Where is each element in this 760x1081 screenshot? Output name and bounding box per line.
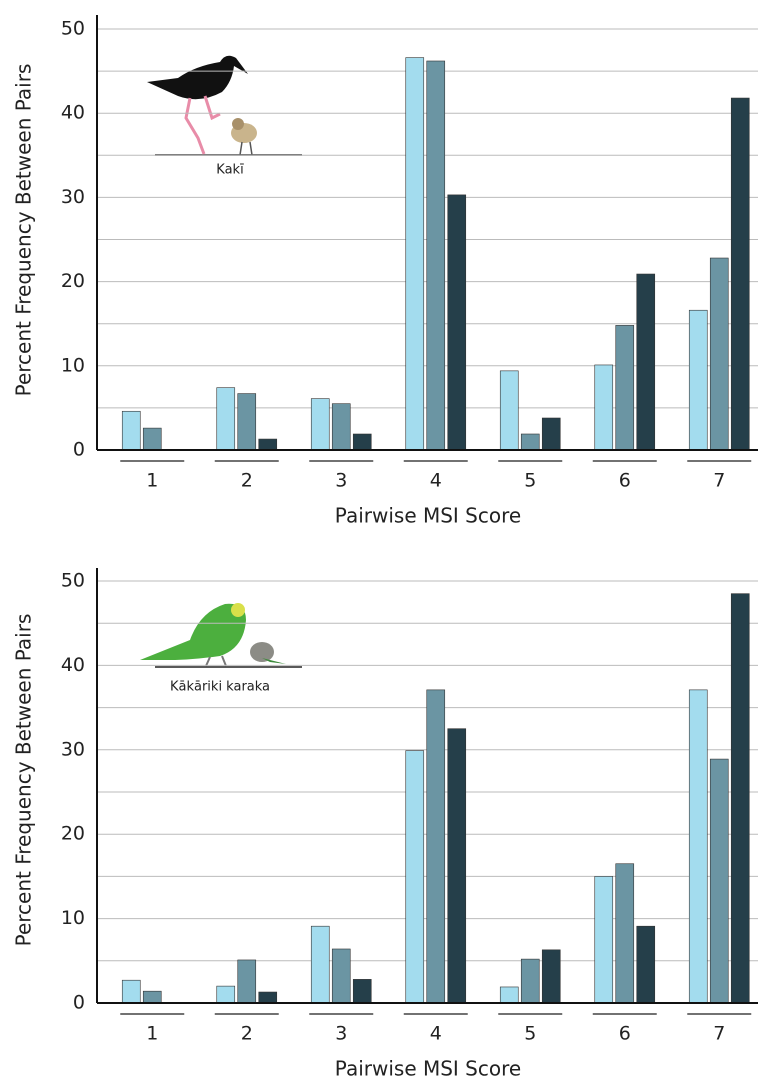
x-tick-label: 4 <box>430 470 442 492</box>
y-tick-label: 40 <box>61 654 85 676</box>
bar <box>310 925 330 1004</box>
x-tick-label: 1 <box>146 1023 158 1045</box>
y-tick-label: 0 <box>73 992 85 1014</box>
y-tick-label: 10 <box>61 354 85 376</box>
x-tick-label: 3 <box>335 1023 347 1045</box>
bar <box>310 398 330 451</box>
kakariki-illustration <box>140 603 302 668</box>
x-axis-label: Pairwise MSI Score <box>335 1057 521 1081</box>
bar <box>216 387 236 451</box>
bar <box>142 427 162 451</box>
bar <box>636 273 656 451</box>
y-tick-label: 50 <box>61 570 85 592</box>
x-tick-label: 2 <box>241 1023 253 1045</box>
y-tick-label: 20 <box>61 270 85 292</box>
y-tick-label: 30 <box>61 738 85 760</box>
bar <box>615 325 635 451</box>
x-tick-label: 4 <box>430 1023 442 1045</box>
bar <box>258 991 278 1004</box>
bar <box>541 949 561 1004</box>
y-axis-label: Percent Frequency Between Pairs <box>12 614 36 947</box>
x-tick-label: 5 <box>524 1023 536 1045</box>
x-tick-label: 3 <box>335 470 347 492</box>
y-axis-label: Percent Frequency Between Pairs <box>12 64 36 397</box>
bar <box>447 728 467 1004</box>
annotation: Kākāriki karaka <box>170 680 270 695</box>
bar <box>237 393 257 451</box>
bar <box>447 194 467 451</box>
bar <box>258 438 278 451</box>
x-tick-label: 1 <box>146 470 158 492</box>
bar <box>541 417 561 451</box>
bar <box>615 863 635 1004</box>
bar <box>405 750 425 1004</box>
bar <box>688 309 708 451</box>
bar <box>331 403 351 451</box>
x-tick-label: 6 <box>619 470 631 492</box>
bar <box>121 410 141 451</box>
y-tick-label: 0 <box>73 439 85 461</box>
bar <box>520 433 540 451</box>
bar <box>594 876 614 1004</box>
bar <box>216 985 236 1004</box>
x-tick-label: 6 <box>619 1023 631 1045</box>
y-tick-label: 20 <box>61 823 85 845</box>
y-tick-label: 10 <box>61 907 85 929</box>
bar <box>730 97 750 451</box>
bar <box>426 689 446 1004</box>
y-tick-label: 30 <box>61 186 85 208</box>
bar <box>426 60 446 451</box>
bar <box>709 257 729 451</box>
bar <box>688 689 708 1004</box>
bar <box>331 948 351 1004</box>
x-tick-label: 7 <box>713 1023 725 1045</box>
x-axis-label: Pairwise MSI Score <box>335 504 521 528</box>
x-tick-label: 2 <box>241 470 253 492</box>
bar <box>499 986 519 1004</box>
y-tick-label: 50 <box>61 18 85 40</box>
bar <box>121 979 141 1004</box>
bar <box>237 959 257 1004</box>
bar <box>352 979 372 1004</box>
y-tick-label: 40 <box>61 102 85 124</box>
bar <box>709 758 729 1004</box>
bar <box>142 990 162 1004</box>
bar <box>352 433 372 451</box>
x-tick-label: 7 <box>713 470 725 492</box>
bar <box>499 370 519 451</box>
bar <box>730 593 750 1004</box>
annotation: Kakī <box>216 163 244 178</box>
bar <box>594 364 614 451</box>
bar <box>520 958 540 1004</box>
x-tick-label: 5 <box>524 470 536 492</box>
bar <box>405 57 425 451</box>
bar <box>636 925 656 1004</box>
